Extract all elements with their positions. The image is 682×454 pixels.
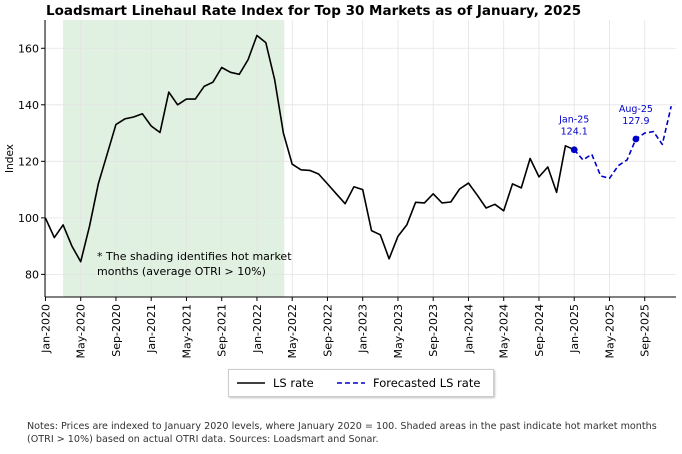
shading-note: * The shading identifies hot market	[97, 250, 292, 263]
y-axis-label: Index	[4, 144, 16, 173]
y-tick-label: 120	[18, 155, 39, 168]
y-tick-label: 160	[18, 42, 39, 55]
x-tick-label: May-2020	[75, 304, 88, 359]
x-tick-label: Jan-2024	[462, 304, 475, 354]
x-tick-label: Sep-2023	[427, 304, 440, 357]
x-tick-label: Jan-2022	[251, 304, 264, 354]
x-tick-label: Sep-2020	[110, 304, 123, 357]
annotation-marker	[570, 146, 578, 154]
x-tick-label: Jan-2025	[568, 304, 581, 354]
x-tick-label: May-2025	[603, 304, 616, 359]
annotation-label: 124.1	[561, 127, 588, 138]
x-tick-label: May-2022	[286, 304, 299, 359]
y-tick-label: 80	[25, 268, 39, 281]
hot-market-shading	[63, 20, 285, 297]
shading-note: months (average OTRI > 10%)	[97, 265, 266, 278]
x-tick-label: Jan-2020	[39, 304, 52, 354]
x-tick-label: May-2024	[498, 304, 511, 359]
y-tick-label: 100	[18, 212, 39, 225]
annotation-label: 127.9	[622, 116, 649, 127]
x-tick-label: May-2021	[180, 304, 193, 359]
legend: LS rate Forecasted LS rate	[228, 369, 494, 397]
x-tick-label: Sep-2021	[216, 304, 229, 357]
annotation-label: Jan-25	[558, 115, 589, 126]
legend-forecast-label: Forecasted LS rate	[373, 376, 481, 390]
x-tick-label: Jan-2021	[145, 304, 158, 354]
x-tick-label: May-2023	[392, 304, 405, 359]
y-tick-label: 140	[18, 99, 39, 112]
chart-title: Loadsmart Linehaul Rate Index for Top 30…	[46, 3, 582, 19]
x-tick-label: Sep-2022	[321, 304, 334, 357]
x-tick-label: Sep-2025	[639, 304, 652, 357]
annotation-marker	[632, 135, 640, 143]
annotation-label: Aug-25	[619, 104, 653, 115]
x-tick-label: Jan-2023	[357, 304, 370, 354]
footnote: Notes: Prices are indexed to January 202…	[27, 421, 657, 445]
ls-rate-line	[44, 34, 575, 263]
x-tick-label: Sep-2024	[533, 304, 546, 357]
legend-ls-rate-label: LS rate	[273, 376, 314, 390]
